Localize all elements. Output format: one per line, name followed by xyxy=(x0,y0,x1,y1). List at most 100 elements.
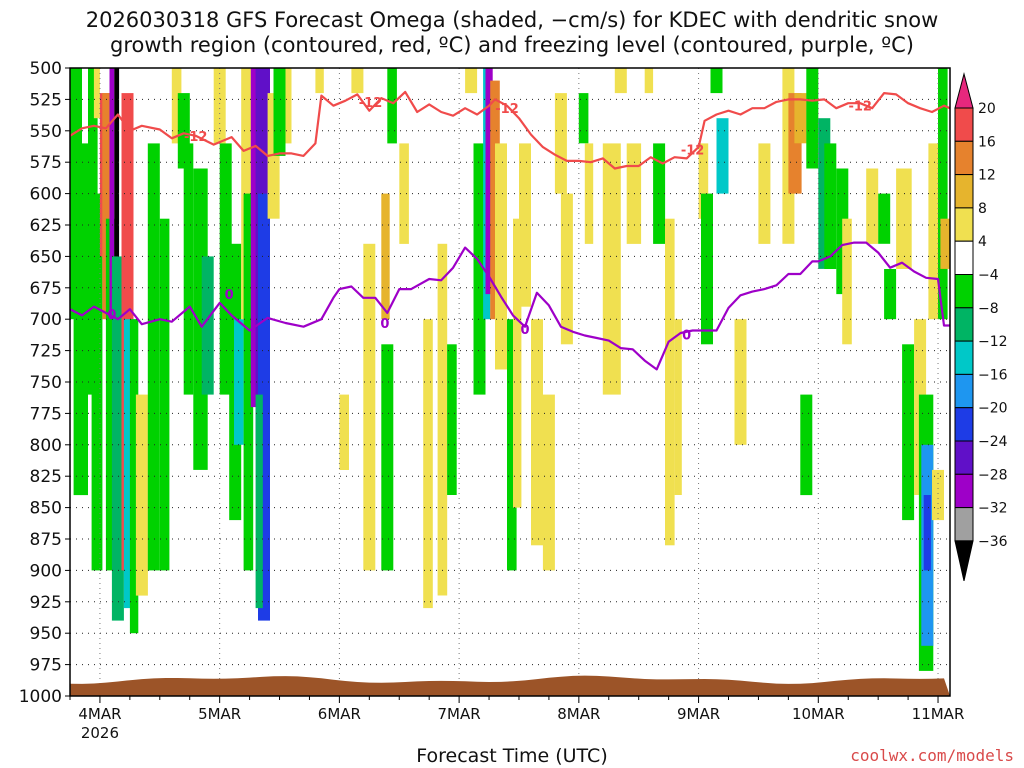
freezing-level-contour-label-3: 0 xyxy=(380,317,389,332)
colorbar-segment-6 xyxy=(954,274,974,309)
colorbar-segment-11 xyxy=(954,440,974,475)
colorbar-segment-9 xyxy=(954,373,974,409)
y-tick-label-550: 550 xyxy=(30,122,62,142)
omega-region-79 xyxy=(806,68,819,169)
x-tick-label-6MAR: 6MAR xyxy=(318,705,361,723)
colorbar-segment-4 xyxy=(954,207,974,242)
omega-region-74 xyxy=(758,143,771,244)
y-tick-label-875: 875 xyxy=(30,530,62,550)
y-tick-label-625: 625 xyxy=(30,216,62,236)
colorbar-upper-arrow xyxy=(954,72,974,109)
colorbar-segment-2 xyxy=(954,140,974,176)
freezing-level-contour-line xyxy=(70,241,950,371)
colorbar-tick-label-1: 20 xyxy=(978,101,996,117)
terrain-surface xyxy=(70,675,950,696)
colorbar-segment-5 xyxy=(954,240,974,275)
omega-region-66 xyxy=(653,143,666,244)
omega-region-38 xyxy=(351,68,364,94)
omega-region-96 xyxy=(940,218,950,269)
colorbar-tick-label-7: −8 xyxy=(978,301,999,317)
colorbar-segment-10 xyxy=(954,407,974,442)
omega-region-48 xyxy=(473,143,486,395)
omega-region-53 xyxy=(507,319,517,571)
omega-region-46 xyxy=(447,344,457,495)
omega-region-87 xyxy=(896,168,912,269)
x-tick-label-11MAR: 11MAR xyxy=(912,705,965,723)
omega-region-77 xyxy=(794,93,807,144)
omega-region-36 xyxy=(315,68,324,94)
chart-title-line-2: growth region (contoured, red, ºC) and f… xyxy=(110,33,914,57)
omega-region-5 xyxy=(93,68,100,119)
colorbar-tick-label-13: −32 xyxy=(978,501,1008,517)
omega-region-73 xyxy=(734,319,747,445)
omega-region-86 xyxy=(884,269,897,320)
omega-region-54 xyxy=(513,218,522,508)
dgz-minus12-contour-label-4: -12 xyxy=(681,144,705,159)
omega-region-71 xyxy=(710,68,723,94)
y-tick-label-525: 525 xyxy=(30,90,62,110)
omega-region-78 xyxy=(800,394,813,496)
dgz-minus12-contour-label-3: -12 xyxy=(495,102,519,117)
colorbar-tick-label-6: −4 xyxy=(978,268,999,284)
omega-region-39 xyxy=(363,243,376,571)
colorbar-segment-3 xyxy=(954,174,974,209)
colorbar-segment-8 xyxy=(954,340,974,375)
colorbar-segment-12 xyxy=(954,473,974,509)
omega-region-40 xyxy=(381,193,390,320)
credit-text: coolwx.com/models xyxy=(850,746,1014,765)
omega-region-56 xyxy=(531,319,543,546)
omega-region-62 xyxy=(602,143,621,395)
dgz-minus12-contour-line xyxy=(70,90,950,170)
colorbar-tick-label-14: −36 xyxy=(978,534,1008,550)
omega-region-7 xyxy=(102,93,110,320)
freezing-level-contour-label-2: 0 xyxy=(225,288,234,303)
x-tick-label-7MAR: 7MAR xyxy=(438,705,481,723)
colorbar-tick-label-5: 4 xyxy=(978,234,987,250)
omega-region-69 xyxy=(698,143,709,219)
omega-region-16 xyxy=(147,143,160,571)
omega-region-55 xyxy=(519,143,531,307)
omega-region-70 xyxy=(701,193,713,345)
omega-region-84 xyxy=(866,168,879,244)
omega-region-42 xyxy=(387,68,397,144)
y-tick-label-500: 500 xyxy=(30,59,62,79)
omega-region-32 xyxy=(255,394,263,609)
x-tick-label-10MAR: 10MAR xyxy=(792,705,845,723)
freezing-level-contour-label-5: 0 xyxy=(682,328,691,343)
omega-region-72 xyxy=(716,118,729,194)
colorbar-lower-arrow xyxy=(954,540,974,582)
x-tick-label-9MAR: 9MAR xyxy=(677,705,720,723)
omega-region-34 xyxy=(273,68,286,156)
colorbar-tick-label-12: −28 xyxy=(978,467,1008,483)
omega-region-11 xyxy=(111,256,124,621)
chart-title-line-1: 2026030318 GFS Forecast Omega (shaded, −… xyxy=(85,8,939,32)
x-tick-label-4MAR: 4MAR xyxy=(78,705,121,723)
freezing-level-contour-label-1: 0 xyxy=(107,308,116,323)
omega-region-35 xyxy=(285,68,292,144)
omega-region-92 xyxy=(923,495,931,571)
colorbar-tick-label-9: −16 xyxy=(978,367,1008,383)
omega-region-68 xyxy=(674,319,682,495)
omega-region-45 xyxy=(437,243,448,596)
omega-region-52 xyxy=(495,143,507,370)
omega-region-43 xyxy=(399,143,409,244)
omega-region-37 xyxy=(339,394,349,470)
omega-region-83 xyxy=(842,218,852,345)
omega-region-14 xyxy=(129,319,139,634)
omega-region-9 xyxy=(109,68,115,320)
y-tick-label-800: 800 xyxy=(30,436,62,456)
y-tick-label-650: 650 xyxy=(30,247,62,267)
terrain-fill xyxy=(70,675,950,696)
colorbar-tick-label-4: 8 xyxy=(978,201,987,217)
y-tick-label-575: 575 xyxy=(30,153,62,173)
omega-region-59 xyxy=(560,193,573,345)
omega-region-61 xyxy=(584,143,594,244)
omega-region-94 xyxy=(932,469,944,521)
y-tick-label-675: 675 xyxy=(30,279,62,299)
omega-region-57 xyxy=(542,394,555,571)
omega-region-20 xyxy=(183,143,194,395)
y-tick-label-925: 925 xyxy=(30,593,62,613)
omega-region-18 xyxy=(171,68,182,144)
y-axis: 500 525 550 575 600 625 650 675 700 725 750 775 800 8… xyxy=(19,59,70,707)
y-tick-label-750: 750 xyxy=(30,373,62,393)
